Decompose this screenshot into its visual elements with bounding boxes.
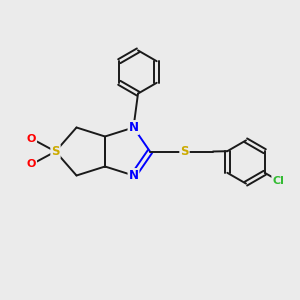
- Text: S: S: [51, 145, 60, 158]
- Text: S: S: [180, 145, 189, 158]
- Text: N: N: [128, 169, 139, 182]
- Text: Cl: Cl: [272, 176, 284, 186]
- Text: O: O: [27, 134, 36, 144]
- Text: N: N: [128, 121, 139, 134]
- Text: O: O: [27, 159, 36, 170]
